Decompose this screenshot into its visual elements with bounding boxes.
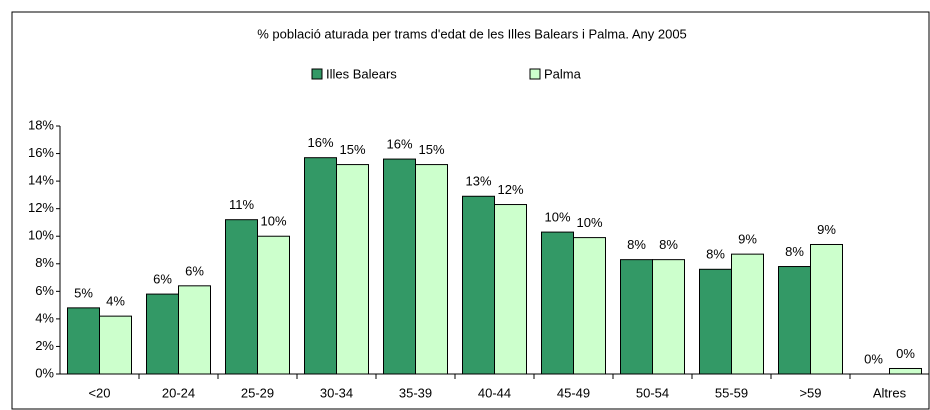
x-tick-label: 30-34 <box>320 385 353 400</box>
value-label: 8% <box>706 247 725 262</box>
value-label: 10% <box>576 215 602 230</box>
x-tick-label: >59 <box>799 385 821 400</box>
bar <box>541 231 574 375</box>
value-label: 6% <box>153 272 172 287</box>
bar <box>810 243 843 375</box>
value-label: 11% <box>229 197 254 212</box>
legend-swatch <box>311 68 323 80</box>
value-label: 6% <box>185 263 204 278</box>
x-tick-label: 25-29 <box>241 385 274 400</box>
x-tick-label: 45-49 <box>557 385 590 400</box>
bar <box>99 315 132 375</box>
bar <box>383 158 416 375</box>
value-label: 16% <box>307 135 333 150</box>
value-label: 10% <box>260 214 286 229</box>
x-tick-label: 50-54 <box>636 385 669 400</box>
bar <box>415 164 448 375</box>
bar <box>494 204 527 375</box>
value-label: 5% <box>74 285 93 300</box>
value-label: 16% <box>386 137 412 152</box>
y-tick-label: 18% <box>28 117 54 132</box>
value-label: 9% <box>738 232 757 247</box>
y-tick-label: 16% <box>28 145 54 160</box>
x-tick-label: Altres <box>873 385 907 400</box>
bar <box>304 157 337 375</box>
y-tick-label: 8% <box>35 255 54 270</box>
value-label: 0% <box>896 346 915 361</box>
bar <box>146 293 179 375</box>
bar <box>462 195 495 375</box>
value-label: 8% <box>785 244 804 259</box>
value-label: 9% <box>817 222 836 237</box>
x-tick-label: 35-39 <box>399 385 432 400</box>
y-tick-label: 6% <box>35 283 54 298</box>
y-tick-label: 0% <box>35 365 54 380</box>
bar <box>257 235 290 375</box>
y-tick-label: 14% <box>28 173 54 188</box>
bar <box>573 237 606 375</box>
bar <box>178 285 211 375</box>
value-label: 10% <box>544 210 570 225</box>
y-tick-label: 4% <box>35 310 54 325</box>
y-tick-label: 2% <box>35 338 54 353</box>
bar <box>652 259 685 375</box>
value-label: 15% <box>339 142 365 157</box>
value-label: 13% <box>465 174 491 189</box>
x-tick-label: 55-59 <box>715 385 748 400</box>
value-label: 0% <box>864 351 883 366</box>
bar <box>889 367 922 375</box>
y-tick-label: 10% <box>28 228 54 243</box>
bar <box>67 307 100 375</box>
bar <box>620 259 653 375</box>
bar <box>731 253 764 375</box>
value-label: 8% <box>627 237 646 252</box>
value-label: 8% <box>659 237 678 252</box>
x-tick-label: <20 <box>88 385 110 400</box>
legend-swatch <box>529 68 541 80</box>
value-label: 4% <box>106 294 125 309</box>
chart-title: % població aturada per trams d'edat de l… <box>257 26 687 41</box>
legend-label: Palma <box>544 66 582 81</box>
bar <box>336 164 369 375</box>
bar <box>699 268 732 375</box>
x-tick-label: 20-24 <box>162 385 195 400</box>
bar <box>778 266 811 375</box>
x-tick-label: 40-44 <box>478 385 511 400</box>
value-label: 12% <box>497 182 523 197</box>
value-label: 15% <box>418 142 444 157</box>
legend-label: Illes Balears <box>326 66 397 81</box>
bar <box>225 219 258 375</box>
y-tick-label: 12% <box>28 200 54 215</box>
